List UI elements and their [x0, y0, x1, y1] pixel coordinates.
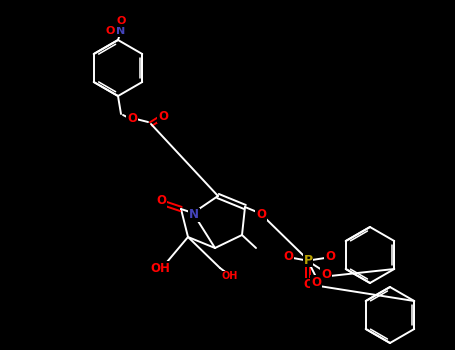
- Text: O: O: [325, 251, 335, 264]
- Text: O: O: [283, 251, 293, 264]
- Text: N: N: [116, 26, 126, 36]
- Text: O: O: [156, 195, 166, 208]
- Text: OH: OH: [222, 271, 238, 281]
- Text: O: O: [256, 208, 266, 220]
- Text: O: O: [105, 26, 115, 36]
- Text: P: P: [303, 253, 313, 266]
- Text: O: O: [303, 279, 313, 292]
- Text: N: N: [189, 209, 199, 222]
- Text: O: O: [127, 112, 137, 125]
- Text: O: O: [321, 267, 331, 280]
- Text: OH: OH: [150, 261, 170, 274]
- Text: O: O: [116, 16, 126, 26]
- Text: O: O: [158, 110, 168, 122]
- Text: O: O: [311, 275, 321, 288]
